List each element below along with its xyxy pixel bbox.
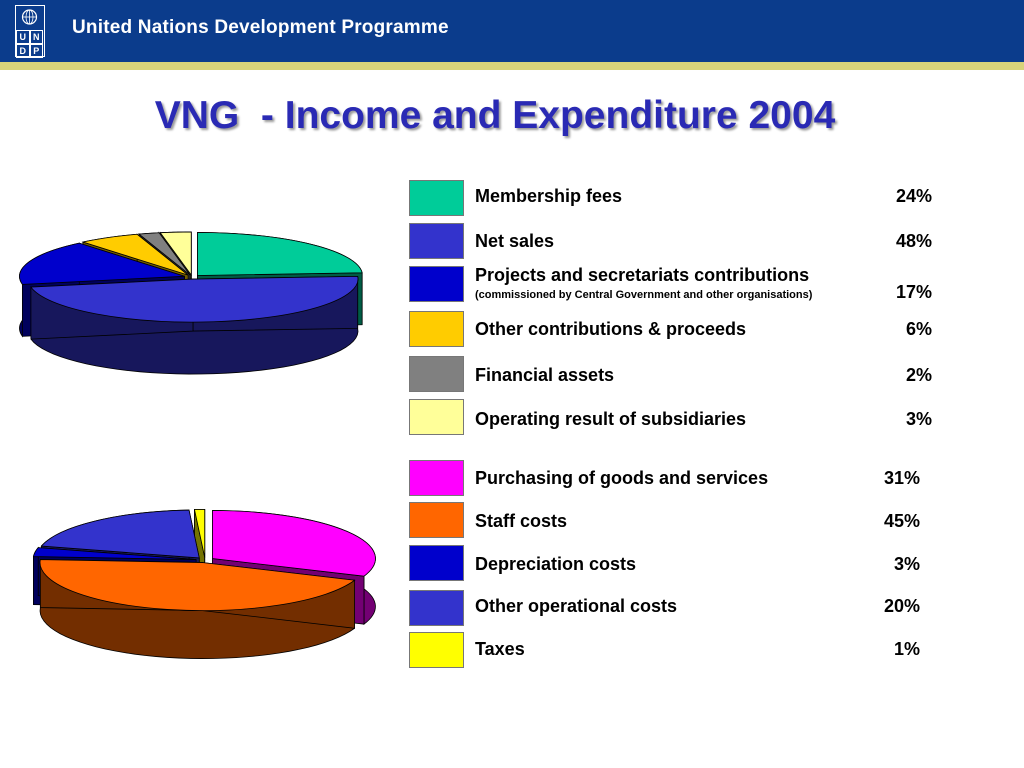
pie-slice — [32, 547, 197, 560]
legend-value: 3% — [893, 554, 920, 574]
legend-swatch — [409, 545, 464, 581]
logo-letters: U N D P — [16, 30, 43, 58]
legend-swatch — [409, 460, 464, 496]
logo-letter: U — [16, 30, 30, 44]
legend-swatch — [409, 356, 464, 392]
legend-swatch — [409, 502, 464, 538]
legend-swatch — [409, 266, 464, 302]
pie-slice — [40, 509, 200, 559]
legend-label: Taxes — [475, 639, 525, 659]
legend-value: 31% — [883, 468, 920, 488]
pie-slice — [212, 510, 376, 577]
pie-slice — [30, 275, 359, 323]
pie-slice — [19, 242, 185, 285]
pie-slice — [193, 508, 206, 558]
pie-slice — [81, 233, 189, 276]
legend-value: 2% — [905, 365, 932, 385]
legend-label: Financial assets — [475, 365, 615, 385]
legend-value: 3% — [905, 409, 932, 429]
legend-swatch — [409, 399, 464, 435]
legend-value: 24% — [895, 186, 932, 206]
legend-label: Other operational costs — [475, 596, 678, 616]
legend-label: Membership fees — [475, 186, 623, 206]
legend-value: 20% — [883, 596, 920, 616]
legend-label: Purchasing of goods and services — [475, 468, 769, 488]
legend-swatch — [409, 180, 464, 216]
un-wreath-icon — [21, 9, 38, 25]
legend-value: 17% — [895, 282, 932, 302]
logo-letter: N — [29, 30, 43, 44]
pie-income — [19, 231, 363, 375]
legend-value: 45% — [883, 511, 920, 531]
legend-sublabel: (commissioned by Central Government and … — [475, 289, 813, 301]
pie-slice — [39, 559, 356, 611]
header-accent-line — [0, 62, 1024, 70]
legend-swatch — [409, 223, 464, 259]
un-emblem-icon: U N D P — [15, 5, 45, 58]
legend-swatch — [409, 632, 464, 668]
legend-value: 1% — [893, 639, 920, 659]
header-bar: U N D P United Nations Development Progr… — [0, 0, 1024, 62]
legend-value: 6% — [905, 319, 932, 339]
legend-swatch — [409, 590, 464, 626]
org-name: United Nations Development Programme — [72, 17, 449, 38]
legend-label: Net sales — [475, 231, 555, 251]
legend-label: Other contributions & proceeds — [475, 319, 747, 339]
legend-label: Staff costs — [475, 511, 568, 531]
pie-slice — [159, 231, 192, 277]
legend-swatch — [409, 311, 464, 347]
pie-slice — [197, 232, 363, 276]
logo-letter: D — [16, 44, 30, 58]
legend-value: 48% — [895, 231, 932, 251]
page-title: VNG - Income and Expenditure 2004 — [154, 94, 836, 137]
legend-label: Depreciation costs — [475, 554, 637, 574]
legend-label: Operating result of subsidiaries — [475, 409, 747, 429]
pie-slice — [137, 232, 191, 276]
logo-letter: P — [29, 44, 43, 58]
legend-label: Projects and secretariats contributions — [475, 265, 810, 285]
pie-expenditure — [32, 508, 376, 659]
